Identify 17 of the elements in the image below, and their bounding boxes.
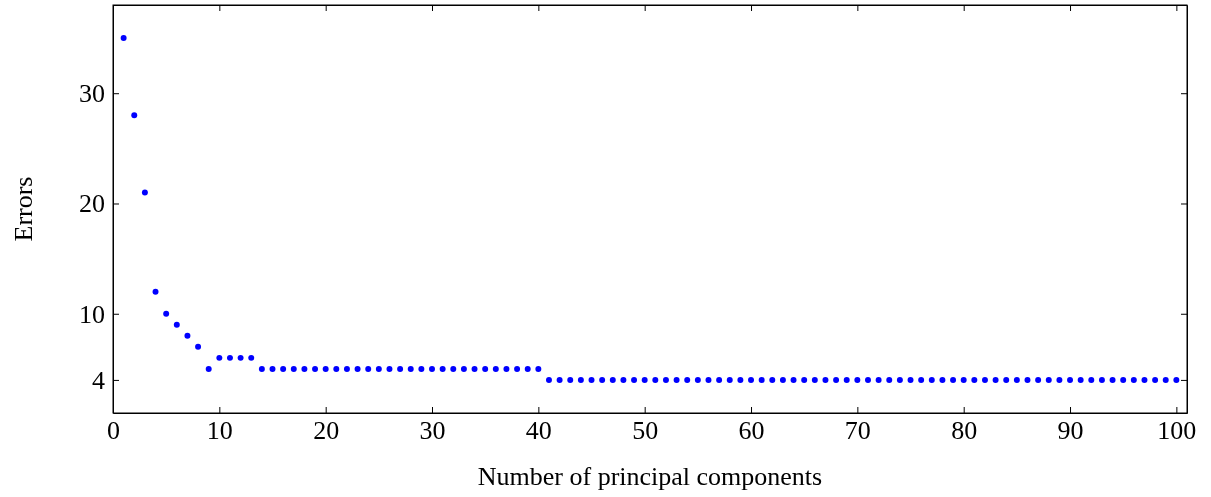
y-tick-label: 10 <box>79 299 105 329</box>
x-tick-label: 20 <box>313 416 340 446</box>
y-tick-label: 30 <box>79 79 105 109</box>
x-tick-label: 100 <box>1157 416 1197 446</box>
x-tick-label: 0 <box>107 416 120 446</box>
x-tick-label: 90 <box>1057 416 1084 446</box>
x-tick-label: 40 <box>525 416 552 446</box>
x-tick-label: 30 <box>419 416 446 446</box>
x-tick-label: 70 <box>844 416 871 446</box>
y-tick-label: 4 <box>92 365 105 395</box>
x-tick-label: 50 <box>632 416 659 446</box>
y-axis-title: Errors <box>9 176 38 242</box>
x-tick-label: 10 <box>206 416 233 446</box>
x-tick-label: 60 <box>738 416 765 446</box>
y-tick-label: 20 <box>79 189 105 219</box>
x-axis-title: Number of principal components <box>477 462 823 491</box>
x-tick-label: 80 <box>951 416 978 446</box>
